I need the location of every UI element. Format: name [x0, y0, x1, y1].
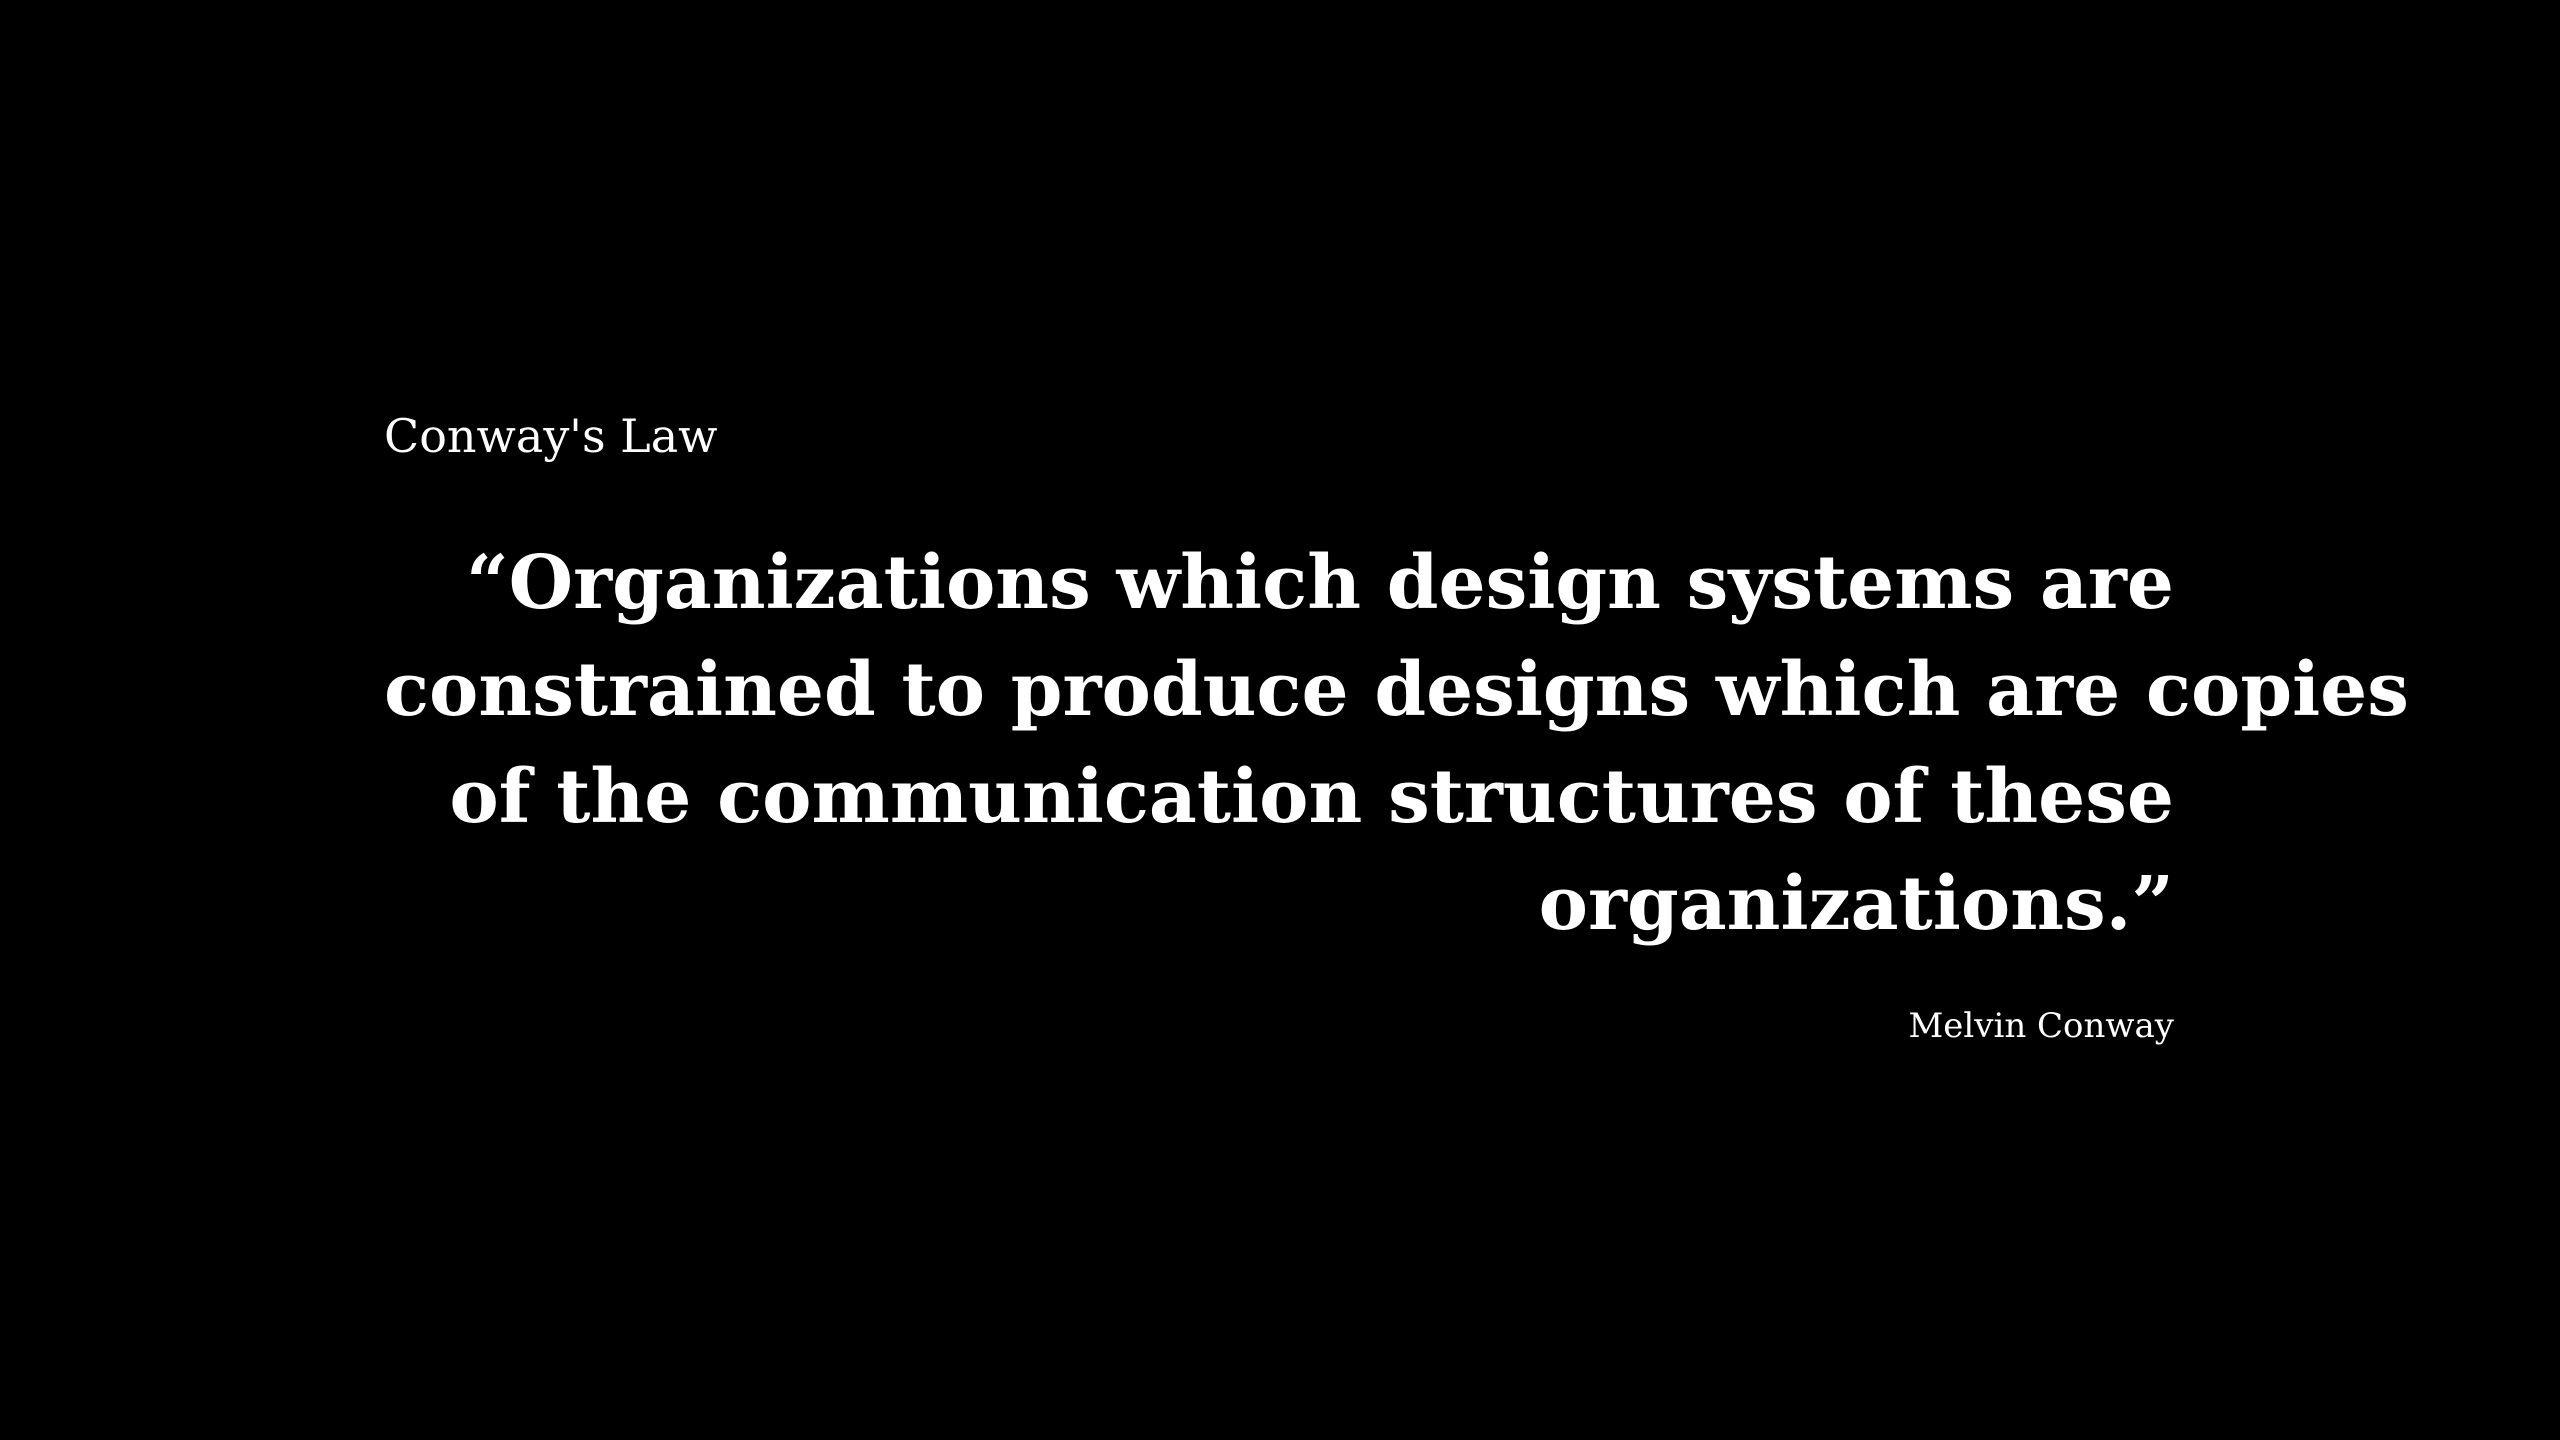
quote-author: Melvin Conway: [1908, 1006, 2174, 1046]
quote-line: organizations.”: [1538, 861, 2174, 947]
quote-line: constrained to produce designs which are…: [384, 647, 2409, 733]
quote-line: of the communication structures of these: [449, 754, 2174, 840]
slide-title: Conway's Law: [384, 409, 718, 463]
quote-line: “Organizations which design systems are: [466, 540, 2174, 626]
quote: “Organizations which design systems are …: [384, 530, 2409, 958]
